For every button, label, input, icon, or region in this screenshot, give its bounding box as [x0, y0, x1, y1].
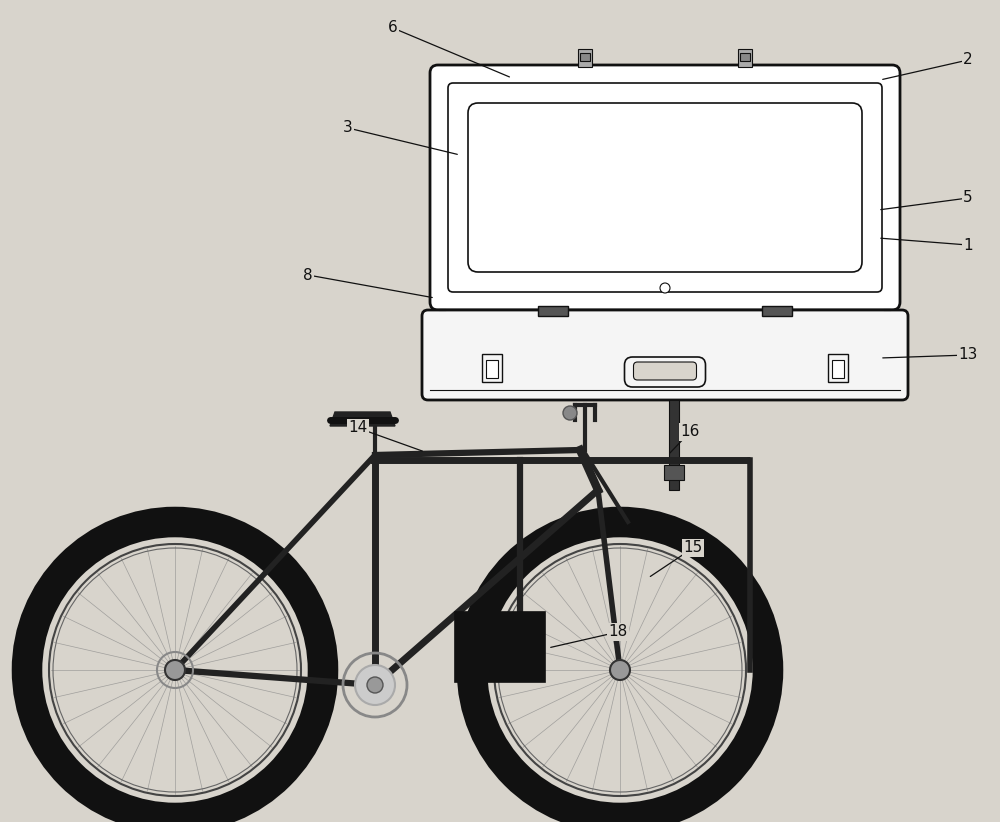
Bar	[664, 465, 684, 480]
FancyBboxPatch shape	[624, 357, 706, 387]
Text: 15: 15	[683, 541, 703, 556]
Text: 6: 6	[388, 21, 398, 35]
Bar	[828, 354, 848, 382]
FancyBboxPatch shape	[448, 83, 882, 292]
Bar	[832, 360, 844, 378]
Text: 13: 13	[958, 348, 978, 363]
Circle shape	[367, 677, 383, 693]
FancyBboxPatch shape	[430, 65, 900, 310]
Bar	[482, 354, 502, 382]
Text: 3: 3	[343, 121, 353, 136]
Text: 14: 14	[348, 421, 368, 436]
Circle shape	[355, 665, 395, 705]
Text: 2: 2	[963, 53, 973, 67]
Text: 18: 18	[608, 625, 628, 640]
Bar	[740, 53, 750, 61]
Bar	[762, 306, 792, 316]
Circle shape	[563, 406, 577, 420]
Bar	[580, 53, 590, 61]
Text: 8: 8	[303, 267, 313, 283]
Bar	[578, 49, 592, 67]
Bar	[486, 360, 498, 378]
FancyBboxPatch shape	[468, 103, 862, 272]
Circle shape	[165, 660, 185, 680]
Bar	[669, 400, 679, 490]
Polygon shape	[330, 412, 395, 426]
Bar	[455, 612, 545, 682]
Circle shape	[610, 660, 630, 680]
FancyBboxPatch shape	[634, 362, 696, 380]
Text: 5: 5	[963, 191, 973, 206]
Bar	[538, 306, 568, 316]
Text: 1: 1	[963, 238, 973, 252]
Circle shape	[660, 283, 670, 293]
Bar	[738, 49, 752, 67]
Text: 16: 16	[680, 424, 700, 440]
FancyBboxPatch shape	[422, 310, 908, 400]
